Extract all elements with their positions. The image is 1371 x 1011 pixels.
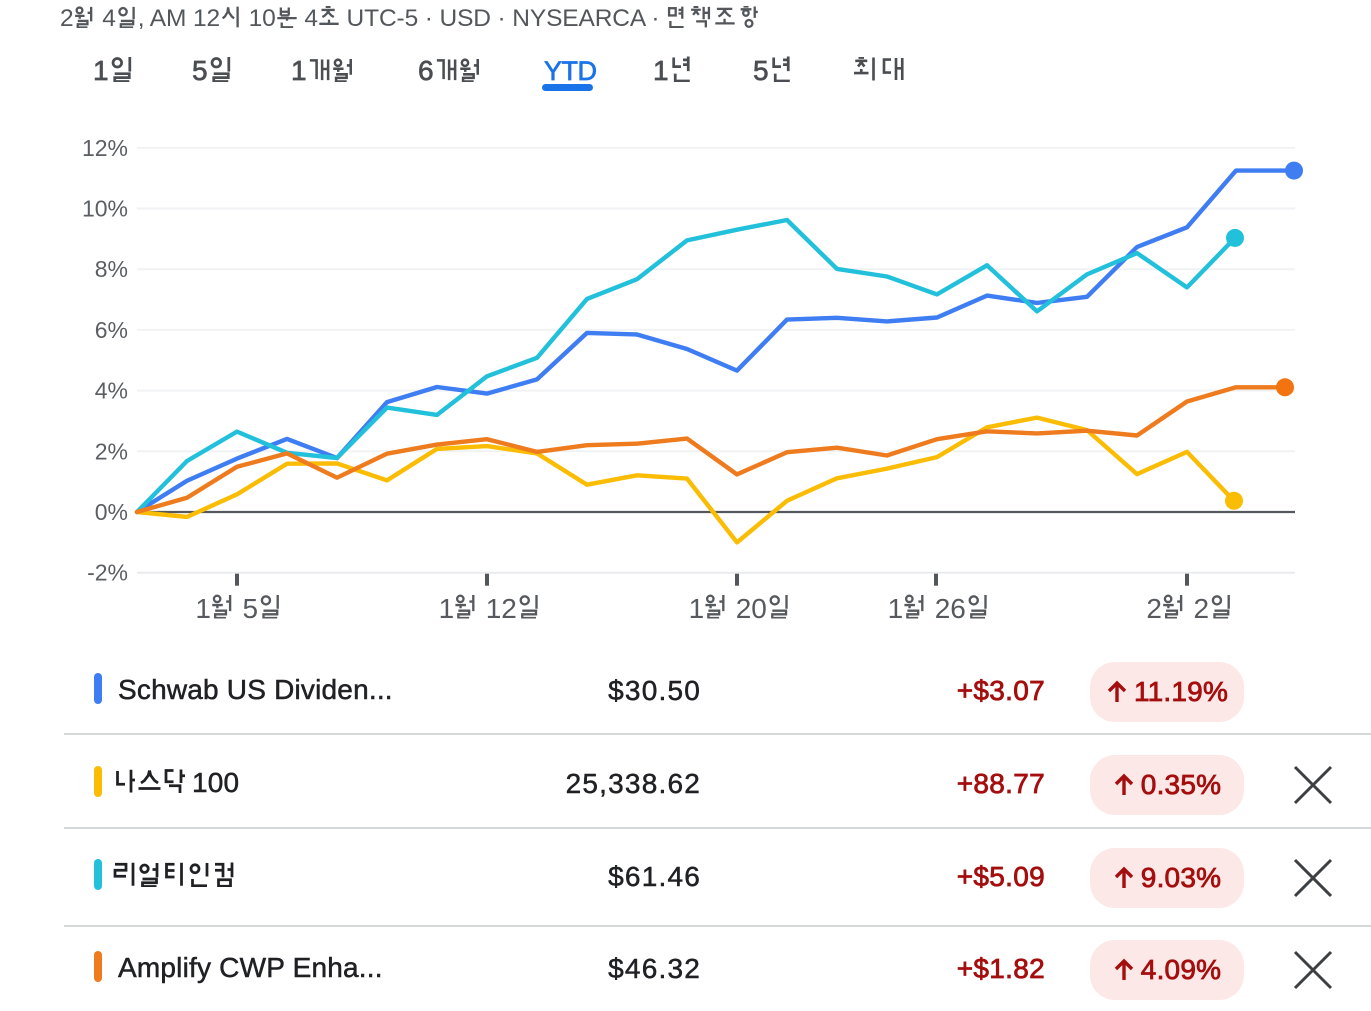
svg-text:26: 26	[935, 593, 966, 624]
svg-text:1: 1	[689, 593, 705, 624]
svg-text:1: 1	[888, 593, 904, 624]
svg-text:2%: 2%	[95, 438, 128, 464]
svg-text:10%: 10%	[82, 196, 128, 222]
svg-text:5: 5	[243, 593, 259, 624]
svg-text:6%: 6%	[95, 317, 128, 343]
svg-text:2: 2	[1194, 593, 1210, 624]
svg-text:12: 12	[486, 593, 517, 624]
svg-text:0%: 0%	[95, 499, 128, 525]
svg-text:20: 20	[736, 593, 767, 624]
svg-text:2: 2	[1146, 593, 1162, 624]
svg-text:12%: 12%	[82, 135, 128, 161]
svg-text:-2%: -2%	[87, 560, 128, 586]
svg-text:1: 1	[195, 593, 211, 624]
svg-text:4%: 4%	[95, 378, 128, 404]
svg-text:8%: 8%	[95, 256, 128, 282]
svg-text:1: 1	[439, 593, 455, 624]
